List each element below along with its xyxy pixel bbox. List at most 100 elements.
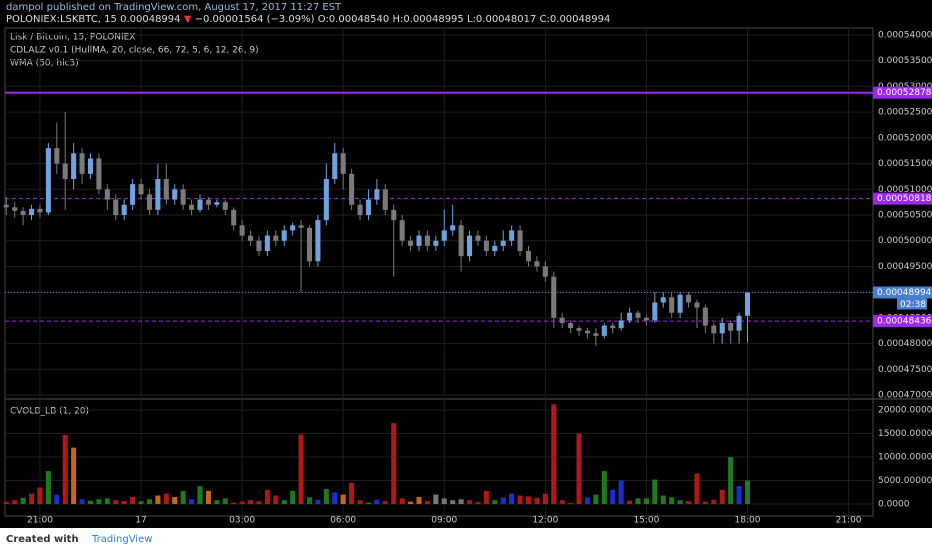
candle-body — [593, 333, 599, 336]
legend-item: Lisk / Bitcoin, 15, POLONIEX — [10, 33, 135, 43]
level-label: 0.00048994 — [877, 288, 932, 298]
volume-bar — [357, 500, 363, 505]
volume-bar — [87, 500, 94, 505]
candle-body — [509, 230, 515, 241]
candle-body — [517, 230, 523, 252]
volume-bar — [736, 486, 742, 505]
candle-body — [568, 323, 574, 329]
candle-body — [719, 323, 725, 334]
candle-body — [660, 297, 666, 303]
volume-bar — [189, 499, 195, 505]
level-label: 0.00048436 — [877, 317, 932, 327]
candle-body — [643, 317, 649, 321]
candle-body — [458, 225, 464, 257]
candle-body — [382, 189, 388, 210]
level-label-bg — [873, 315, 932, 328]
candle-body — [559, 317, 565, 324]
volume-bar — [315, 499, 321, 505]
volume-bar — [391, 423, 397, 505]
volume-bar — [374, 499, 380, 505]
volume-tick-label: 20000.00000 — [878, 406, 932, 416]
volume-bar — [298, 434, 304, 505]
x-tick-label: 18:00 — [735, 516, 761, 526]
volume-bar — [121, 501, 127, 505]
volume-bar — [399, 498, 405, 505]
candle-body — [3, 204, 9, 208]
volume-bar — [197, 486, 203, 505]
candle-body — [79, 153, 85, 174]
candle-body — [315, 220, 321, 262]
volume-bar — [290, 490, 296, 505]
volume-bar — [601, 471, 607, 505]
volume-bar — [79, 499, 85, 505]
y-tick-label: 0.00047500 — [878, 365, 932, 375]
volume-bar — [534, 497, 540, 505]
volume-bar — [669, 497, 675, 505]
candle-body — [306, 227, 313, 262]
volume-bar — [483, 490, 489, 505]
candle-body — [551, 276, 557, 318]
change: −0.00001564 (−3.09%) — [195, 14, 315, 25]
candle-body — [744, 292, 751, 316]
volume-bar — [475, 502, 481, 505]
candle-body — [711, 325, 717, 334]
candle-body — [525, 251, 532, 262]
candle-body — [172, 189, 178, 200]
volume-bar — [551, 404, 557, 505]
candle-body — [652, 302, 658, 321]
candle-body — [290, 225, 296, 231]
plot: 0.000470000.000475000.000480000.00048500… — [3, 28, 932, 526]
candle-body — [500, 240, 506, 246]
ohlc-row: POLONIEX:LSKBTC, 15 0.00048994 ▼ −0.0000… — [6, 14, 610, 25]
volume-bar — [214, 500, 220, 505]
candle-body — [365, 199, 371, 216]
candle-body — [231, 209, 237, 226]
x-tick-label: 21:00 — [836, 516, 862, 526]
level-label: 0.00052878 — [877, 88, 932, 98]
candle-body — [87, 158, 94, 174]
candle-body — [399, 220, 405, 241]
volume-tick-label: 0.0000 — [878, 500, 910, 510]
volume-bar — [205, 490, 211, 505]
candle-body — [138, 184, 144, 195]
candle-body — [239, 225, 245, 236]
candle-body — [736, 315, 742, 331]
volume-bar — [408, 501, 414, 505]
candle-body — [433, 240, 439, 246]
volume-tick-label: 10000.00000 — [878, 453, 932, 463]
candle-body — [104, 189, 110, 200]
volume-bar — [365, 502, 371, 505]
volume-bar — [610, 489, 616, 505]
volume-bar — [163, 493, 169, 505]
candle-body — [627, 312, 633, 321]
candle-body — [323, 179, 329, 221]
volume-tick-label: 15000.00000 — [878, 429, 932, 439]
volume-legend: CVOLB_LB (1, 20) — [10, 407, 89, 417]
volume-bar — [332, 492, 338, 505]
publisher: dampol published on TradingView.com, Aug… — [6, 2, 342, 13]
volume-bar — [54, 494, 60, 505]
candle-body — [416, 235, 422, 246]
volume-bar — [96, 499, 102, 505]
close: C:0.00048994 — [540, 14, 611, 25]
candle-body — [677, 294, 683, 313]
volume-bar — [542, 493, 548, 505]
candle-body — [62, 163, 68, 180]
y-tick-label: 0.00049500 — [878, 262, 932, 272]
publisher-name[interactable]: dampol — [6, 2, 43, 13]
candle-body — [686, 294, 692, 303]
footer-bar — [0, 528, 932, 550]
candle-body — [534, 261, 540, 267]
volume-bar — [450, 500, 456, 505]
footer-brand[interactable]: TradingView — [91, 534, 152, 545]
volume-bar — [677, 500, 683, 505]
candle-body — [728, 323, 734, 331]
volume-bar — [509, 493, 515, 505]
x-tick-label: 03:00 — [229, 516, 255, 526]
y-tick-label: 0.00054000 — [878, 30, 932, 40]
countdown: 02:38 — [900, 300, 926, 310]
volume-bar — [458, 499, 464, 505]
high: H:0.00048995 — [392, 14, 463, 25]
candle-body — [576, 328, 582, 331]
volume-bar — [264, 489, 270, 505]
